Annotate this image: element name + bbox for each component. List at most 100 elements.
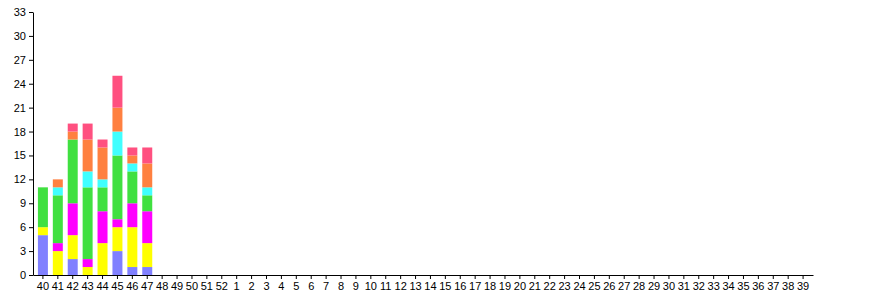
bar-segment (68, 140, 78, 204)
y-tick: 24 (14, 78, 33, 90)
x-tick: 28 (633, 275, 645, 292)
x-tick-label: 18 (484, 280, 496, 292)
x-tick-label: 33 (708, 280, 720, 292)
x-tick-label: 47 (141, 280, 153, 292)
x-tick-mark (132, 275, 133, 279)
y-tick-mark (29, 275, 33, 276)
x-tick-label: 1 (234, 280, 240, 292)
x-tick-label: 46 (126, 280, 138, 292)
x-tick: 25 (588, 275, 600, 292)
bar-segment (112, 251, 122, 275)
x-tick-mark (296, 275, 297, 279)
y-tick-mark (29, 251, 33, 252)
y-axis-line (33, 13, 34, 276)
bar-segment (127, 163, 137, 171)
x-tick: 3 (263, 275, 269, 292)
x-tick-mark (683, 275, 684, 279)
x-tick-label: 5 (293, 280, 299, 292)
x-tick-label: 30 (663, 280, 675, 292)
bar-segment (142, 147, 152, 163)
x-tick: 18 (484, 275, 496, 292)
bar-segment (98, 211, 108, 243)
y-tick-mark (29, 132, 33, 133)
x-tick-label: 35 (737, 280, 749, 292)
y-tick-label: 33 (14, 6, 26, 18)
x-tick-mark (370, 275, 371, 279)
x-tick: 6 (308, 275, 314, 292)
x-tick-mark (519, 275, 520, 279)
bar-segment (98, 243, 108, 275)
x-tick-label: 38 (782, 280, 794, 292)
bar-segment (127, 267, 137, 275)
bar-segment (142, 163, 152, 187)
bar-segment (83, 259, 93, 267)
x-tick-mark (266, 275, 267, 279)
bar-segment (98, 179, 108, 187)
x-tick: 23 (558, 275, 570, 292)
y-tick: 12 (14, 173, 33, 185)
x-tick-mark (475, 275, 476, 279)
y-tick-label: 30 (14, 30, 26, 42)
x-tick: 47 (141, 275, 153, 292)
y-tick-mark (29, 36, 33, 37)
x-tick-mark (355, 275, 356, 279)
bar-segment (68, 235, 78, 259)
bar-segment (53, 187, 63, 195)
bar-segment (142, 243, 152, 267)
y-tick: 0 (20, 269, 33, 281)
bar-segment (98, 187, 108, 211)
x-tick-label: 32 (693, 280, 705, 292)
x-tick: 49 (171, 275, 183, 292)
x-tick-label: 10 (365, 280, 377, 292)
y-tick-label: 0 (20, 269, 26, 281)
x-tick: 1 (234, 275, 240, 292)
bar-segment (53, 195, 63, 243)
x-tick-mark (788, 275, 789, 279)
x-tick-mark (102, 275, 103, 279)
x-axis: 4041424344454647484950515212345678910111… (34, 275, 814, 292)
bars (38, 76, 152, 275)
x-tick-label: 7 (323, 280, 329, 292)
x-tick-label: 14 (424, 280, 436, 292)
x-tick-mark (72, 275, 73, 279)
x-tick: 33 (708, 275, 720, 292)
y-tick: 21 (14, 102, 33, 114)
x-tick-label: 8 (338, 280, 344, 292)
x-tick: 8 (338, 275, 344, 292)
y-tick-mark (29, 179, 33, 180)
x-tick: 26 (603, 275, 615, 292)
bar-segment (83, 267, 93, 275)
bar-segment (68, 259, 78, 275)
x-tick: 42 (67, 275, 79, 292)
y-tick-label: 15 (14, 149, 26, 161)
x-tick: 21 (529, 275, 541, 292)
x-tick: 50 (186, 275, 198, 292)
x-tick-label: 17 (469, 280, 481, 292)
x-tick-mark (206, 275, 207, 279)
y-tick-mark (29, 60, 33, 61)
x-tick-label: 52 (216, 280, 228, 292)
y-tick-label: 6 (20, 221, 26, 233)
bar-segment (53, 251, 63, 275)
x-tick-mark (326, 275, 327, 279)
bar-segment (68, 132, 78, 140)
x-tick-label: 48 (156, 280, 168, 292)
x-tick: 13 (409, 275, 421, 292)
y-tick: 3 (20, 245, 33, 257)
x-tick-mark (624, 275, 625, 279)
y-tick-label: 12 (14, 173, 26, 185)
bar-segment (53, 243, 63, 251)
x-tick: 5 (293, 275, 299, 292)
x-tick: 31 (678, 275, 690, 292)
y-tick-mark (29, 108, 33, 109)
x-tick-mark (549, 275, 550, 279)
x-tick: 43 (82, 275, 94, 292)
x-tick-mark (713, 275, 714, 279)
y-tick-label: 9 (20, 197, 26, 209)
x-tick-mark (579, 275, 580, 279)
x-tick-mark (654, 275, 655, 279)
x-tick-label: 11 (380, 280, 391, 292)
x-tick-mark (698, 275, 699, 279)
y-tick-label: 18 (14, 126, 26, 138)
x-tick-mark (415, 275, 416, 279)
